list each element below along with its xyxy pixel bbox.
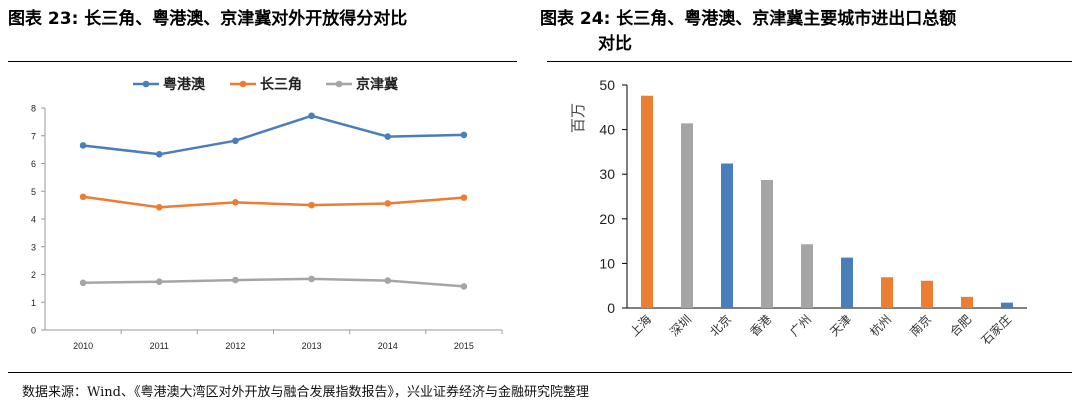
figure-24-title: 图表 24: 长三角、粤港澳、京津冀主要城市进出口总额 [540, 9, 957, 29]
data-point [308, 112, 315, 120]
data-point [232, 199, 239, 206]
y-tick-label: 30 [599, 166, 615, 182]
legend-label: 粤港澳 [163, 76, 206, 93]
data-point [308, 275, 315, 283]
data-point [79, 279, 87, 287]
y-tick-label: 4 [31, 215, 36, 225]
data-point [460, 194, 468, 201]
data-point [155, 204, 163, 211]
y-tick-label: 1 [31, 298, 36, 308]
legend-swatch-marker [239, 80, 247, 88]
series-line [83, 277, 464, 288]
bar [721, 163, 733, 308]
y-tick-label: 50 [599, 77, 615, 93]
y-tick-label: 10 [599, 255, 615, 271]
y-tick-label: 0 [31, 326, 36, 336]
category-label: 上海 [627, 312, 655, 340]
series-line [82, 114, 464, 156]
y-tick-label: 0 [607, 300, 615, 316]
data-point [79, 193, 87, 201]
figure-23-title: 图表 23: 长三角、粤港澳、京津冀对外开放得分对比 [8, 9, 408, 29]
category-label: 石家庄 [978, 312, 1014, 348]
data-point [155, 151, 163, 158]
y-tick-label: 2 [31, 270, 36, 280]
bar [761, 179, 773, 308]
category-label: 深圳 [667, 312, 694, 339]
category-label: 南京 [907, 312, 935, 340]
x-tick-label: 2012 [225, 341, 245, 351]
category-label: 天津 [827, 312, 854, 339]
y-tick-label: 20 [599, 211, 615, 227]
series-line [82, 195, 464, 209]
bar [921, 280, 933, 308]
y-axis-label: 百万 [569, 103, 587, 133]
x-tick-label: 2011 [150, 341, 169, 351]
x-tick-label: 2013 [302, 341, 322, 351]
data-point [232, 137, 239, 145]
bar [801, 244, 813, 308]
bar [841, 257, 853, 308]
bar [641, 95, 653, 308]
category-label: 杭州 [867, 312, 895, 340]
y-tick-label: 6 [31, 159, 36, 169]
data-point [232, 276, 239, 284]
y-tick-label: 8 [31, 104, 36, 114]
category-label: 合肥 [947, 312, 975, 340]
y-tick-label: 3 [31, 242, 36, 252]
bar [961, 296, 973, 308]
y-tick-label: 5 [31, 187, 36, 197]
legend-swatch-marker [142, 80, 150, 88]
data-point [460, 131, 468, 139]
y-tick-label: 7 [31, 131, 36, 141]
x-tick-label: 2014 [378, 341, 398, 351]
data-point [384, 200, 392, 207]
category-label: 北京 [707, 312, 734, 339]
footer-divider [8, 372, 1072, 373]
data-point [460, 283, 468, 290]
source-note: 数据来源：Wind、《粤港澳大湾区对外开放与融合发展指数报告》，兴业证券经济与金… [22, 385, 589, 400]
y-tick-label: 40 [599, 122, 615, 138]
figure-24-title-continued: 对比 [598, 34, 632, 54]
x-tick-label: 2010 [73, 341, 93, 351]
bar [1001, 302, 1013, 308]
data-point [79, 142, 87, 149]
data-point [155, 278, 163, 286]
title-divider-left [8, 61, 517, 62]
data-point [384, 277, 392, 284]
legend-swatch-marker [335, 80, 343, 88]
x-tick-label: 2015 [454, 341, 474, 351]
legend-label: 长三角 [260, 76, 302, 93]
data-point [308, 201, 315, 209]
category-label: 香港 [747, 312, 774, 339]
legend-label: 京津冀 [356, 76, 398, 93]
bar [681, 123, 693, 308]
title-divider-right [547, 61, 1072, 62]
bar [881, 277, 893, 308]
category-label: 广州 [787, 312, 814, 339]
data-point [384, 133, 392, 140]
